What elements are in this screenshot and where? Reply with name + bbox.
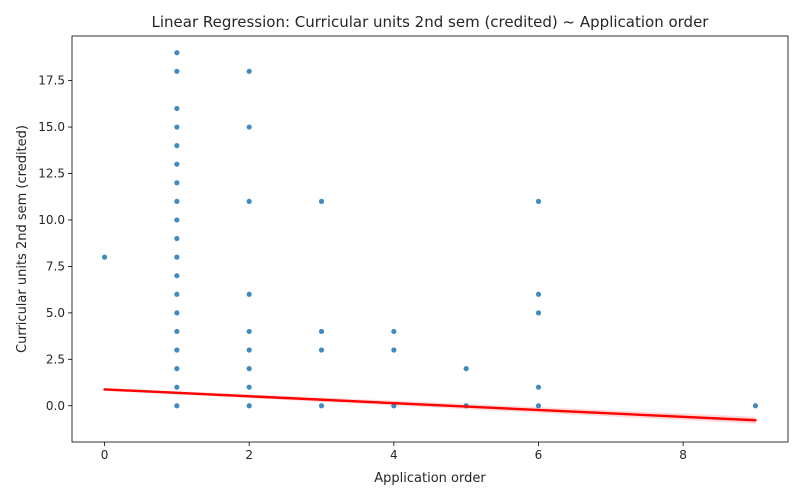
data-point <box>174 143 180 149</box>
data-point <box>174 105 180 112</box>
y-axis-label: Curricular units 2nd sem (credited) <box>15 125 30 353</box>
y-tick-label: 15.0 <box>38 120 65 134</box>
data-point <box>174 291 180 297</box>
data-point <box>174 217 180 223</box>
data-point <box>246 198 252 204</box>
data-point <box>174 384 180 390</box>
data-point <box>535 403 542 409</box>
x-tick-label: 8 <box>679 448 687 462</box>
data-point <box>246 384 252 390</box>
data-point <box>318 328 325 335</box>
y-axis-ticks: 0.0 2.5 5.0 7.5 10.0 12.5 15.0 17.5 <box>38 74 72 413</box>
data-point <box>752 403 759 409</box>
data-point <box>174 254 180 260</box>
data-point <box>174 366 180 372</box>
x-axis-ticks: 0 2 4 6 8 <box>101 442 687 462</box>
data-point <box>535 310 542 316</box>
plot-frame <box>71 35 789 443</box>
data-point <box>174 347 180 353</box>
data-point <box>246 328 252 335</box>
plot-area: 0 2 4 6 8 0.0 2.5 5.0 7.5 10.0 12.5 15.0 17.5 <box>38 35 789 462</box>
x-tick-label: 0 <box>101 448 109 462</box>
data-point <box>246 403 252 409</box>
data-point <box>535 198 542 204</box>
data-point <box>246 68 252 74</box>
data-point <box>174 273 180 279</box>
x-tick-label: 2 <box>245 448 253 462</box>
regression-line-group <box>103 388 757 422</box>
data-point <box>174 180 180 186</box>
data-point <box>246 291 252 297</box>
data-point <box>101 254 108 260</box>
data-point <box>318 198 325 204</box>
data-point <box>391 328 397 335</box>
x-tick-label: 4 <box>390 448 398 462</box>
data-point <box>174 235 180 242</box>
data-point <box>318 347 325 353</box>
data-point <box>174 161 180 167</box>
y-tick-label: 17.5 <box>38 74 65 88</box>
x-axis-label: Application order <box>374 471 486 486</box>
data-point <box>535 291 542 297</box>
data-point <box>246 124 252 130</box>
data-point <box>391 403 397 409</box>
y-tick-label: 2.5 <box>46 352 65 366</box>
y-tick-label: 12.5 <box>38 167 65 181</box>
data-point <box>174 124 180 130</box>
data-point <box>174 403 180 409</box>
data-point <box>174 68 180 74</box>
y-tick-label: 10.0 <box>38 213 65 227</box>
data-point <box>246 366 252 372</box>
regression-line <box>103 388 757 422</box>
scatter-points <box>101 50 759 409</box>
data-point <box>391 347 397 353</box>
x-tick-label: 6 <box>535 448 543 462</box>
chart-title: Linear Regression: Curricular units 2nd … <box>152 13 710 31</box>
data-point <box>174 328 180 335</box>
y-tick-label: 5.0 <box>46 306 65 320</box>
data-point <box>535 384 542 390</box>
data-point <box>318 403 325 409</box>
data-point <box>174 50 180 56</box>
data-point <box>246 347 252 353</box>
y-tick-label: 0.0 <box>46 399 65 413</box>
data-point <box>463 366 469 372</box>
y-tick-label: 7.5 <box>46 259 65 273</box>
data-point <box>174 198 180 204</box>
data-point <box>174 310 180 316</box>
